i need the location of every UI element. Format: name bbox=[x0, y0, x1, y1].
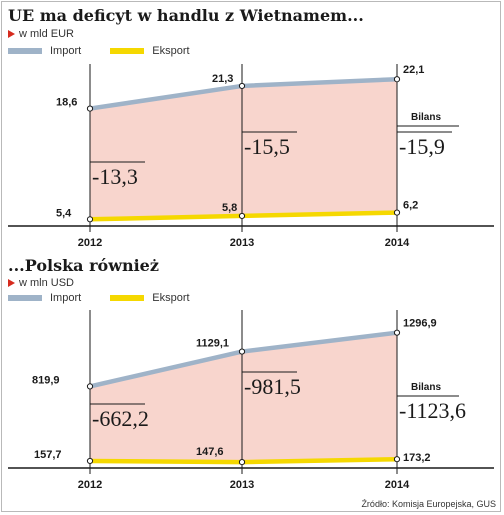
legend-label-export: Eksport bbox=[152, 45, 190, 57]
balance-value-label: -13,3 bbox=[92, 164, 138, 189]
export-value-label: 147,6 bbox=[196, 446, 224, 458]
legend-item-export: Eksport bbox=[110, 292, 190, 304]
triangle-marker-icon bbox=[8, 279, 15, 287]
import-value-label: 819,9 bbox=[32, 374, 60, 386]
legend-item-import: Import bbox=[8, 45, 81, 57]
chart2-unit: w mln USD bbox=[8, 277, 74, 289]
legend-swatch-export bbox=[110, 48, 145, 54]
import-value-label: 1129,1 bbox=[196, 338, 229, 350]
x-tick-label: 2012 bbox=[78, 237, 102, 249]
legend-label-import: Import bbox=[50, 45, 82, 57]
export-point bbox=[86, 216, 94, 223]
balance-value-label: -1123,6 bbox=[399, 398, 466, 423]
export-point bbox=[238, 212, 246, 220]
import-value-label: 22,1 bbox=[403, 64, 424, 76]
legend-swatch-import bbox=[8, 295, 42, 301]
chart2-title: ...Polska również bbox=[8, 256, 159, 275]
export-value-label: 6,2 bbox=[403, 200, 418, 212]
import-value-label: 1296,9 bbox=[403, 318, 437, 330]
balance-value-label: -15,5 bbox=[244, 134, 290, 159]
x-tick-label: 2012 bbox=[78, 479, 102, 491]
x-tick-label: 2014 bbox=[385, 237, 410, 249]
chart2-unit-text: w mln USD bbox=[19, 277, 75, 289]
legend-swatch-import bbox=[8, 48, 42, 54]
export-value-label: 173,2 bbox=[403, 452, 431, 464]
balance-area bbox=[90, 79, 397, 220]
export-value-label: 5,8 bbox=[222, 202, 237, 214]
balance-caption: Bilans bbox=[411, 382, 441, 393]
triangle-marker-icon bbox=[8, 30, 15, 38]
balance-value-label: -981,5 bbox=[244, 374, 301, 399]
chart1-title: UE ma deficyt w handlu z Wietnamem... bbox=[8, 6, 364, 25]
export-value-label: 5,4 bbox=[56, 207, 72, 219]
export-point bbox=[393, 209, 401, 216]
import-point bbox=[86, 383, 94, 390]
source-note: Źródło: Komisja Europejska, GUS bbox=[361, 499, 496, 509]
import-value-label: 21,3 bbox=[212, 73, 233, 85]
legend-label-import: Import bbox=[50, 292, 82, 304]
legend-label-export: Eksport bbox=[152, 292, 190, 304]
legend-swatch-export bbox=[110, 295, 145, 301]
x-tick-label: 2014 bbox=[385, 479, 410, 491]
legend-item-export: Eksport bbox=[110, 45, 190, 57]
export-point bbox=[86, 457, 94, 465]
balance-value-label: -15,9 bbox=[399, 134, 445, 159]
chart1-legend: Import Eksport bbox=[8, 45, 216, 57]
export-point bbox=[393, 456, 401, 463]
export-point bbox=[238, 458, 246, 466]
import-point bbox=[393, 76, 401, 83]
import-value-label: 18,6 bbox=[56, 97, 77, 109]
x-tick-label: 2013 bbox=[230, 479, 254, 491]
balance-area bbox=[90, 332, 397, 463]
import-point bbox=[238, 348, 246, 355]
import-point bbox=[238, 82, 246, 90]
chart2-plot: 819,9 157,7 -662,2 2012 1129,1 147,6 -981,5 201… bbox=[8, 310, 494, 491]
x-tick-label: 2013 bbox=[230, 237, 254, 249]
legend-item-import: Import bbox=[8, 292, 81, 304]
chart1-unit-text: w mld EUR bbox=[19, 28, 75, 40]
chart1-plot: 18,6 5,4 -13,3 2012 21,3 5,8 -15,5 2013 22,1 6,2 -… bbox=[8, 64, 494, 249]
chart1-unit: w mld EUR bbox=[8, 28, 74, 40]
import-point bbox=[86, 105, 94, 112]
export-value-label: 157,7 bbox=[34, 449, 62, 461]
import-point bbox=[393, 329, 401, 336]
balance-caption: Bilans bbox=[411, 112, 441, 123]
balance-value-label: -662,2 bbox=[92, 406, 149, 431]
chart2-legend: Import Eksport bbox=[8, 292, 216, 304]
